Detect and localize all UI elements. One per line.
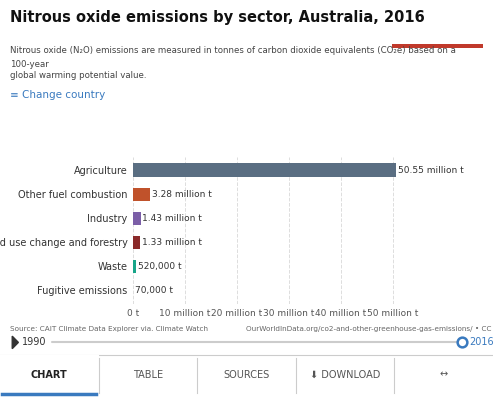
Text: Nitrous oxide (N₂O) emissions are measured in tonnes of carbon dioxide equivalen: Nitrous oxide (N₂O) emissions are measur… <box>10 46 456 55</box>
Text: ≡ Change country: ≡ Change country <box>10 90 105 100</box>
Text: 100-year: 100-year <box>10 60 49 69</box>
Text: ↔: ↔ <box>440 370 448 380</box>
Text: 1.33 million t: 1.33 million t <box>142 238 202 247</box>
Text: Nitrous oxide emissions by sector, Australia, 2016: Nitrous oxide emissions by sector, Austr… <box>10 10 424 25</box>
Bar <box>133 187 150 201</box>
Text: 70,000 t: 70,000 t <box>135 286 174 295</box>
Bar <box>133 236 140 249</box>
Bar <box>133 260 136 273</box>
Text: global warming potential value.: global warming potential value. <box>10 71 146 81</box>
Text: 1990: 1990 <box>22 337 46 347</box>
Text: OurWorldInData.org/co2-and-other-greenhouse-gas-emissions/ • CC BY: OurWorldInData.org/co2-and-other-greenho… <box>246 326 493 332</box>
Text: ⬇ DOWNLOAD: ⬇ DOWNLOAD <box>310 370 380 380</box>
Bar <box>392 44 483 48</box>
Text: Source: CAIT Climate Data Explorer via. Climate Watch: Source: CAIT Climate Data Explorer via. … <box>10 326 208 332</box>
Bar <box>133 164 396 177</box>
Bar <box>0 355 99 397</box>
Text: 3.28 million t: 3.28 million t <box>152 190 212 198</box>
Text: SOURCES: SOURCES <box>223 370 270 380</box>
Bar <box>133 212 141 225</box>
Text: 50.55 million t: 50.55 million t <box>398 166 463 175</box>
Text: in Data: in Data <box>418 31 457 40</box>
Text: 520,000 t: 520,000 t <box>138 262 181 271</box>
Text: 1.43 million t: 1.43 million t <box>142 214 202 223</box>
Text: Our World: Our World <box>410 15 465 25</box>
Text: TABLE: TABLE <box>133 370 163 380</box>
Polygon shape <box>12 336 18 349</box>
Text: CHART: CHART <box>31 370 68 380</box>
Text: 2016: 2016 <box>469 337 493 347</box>
